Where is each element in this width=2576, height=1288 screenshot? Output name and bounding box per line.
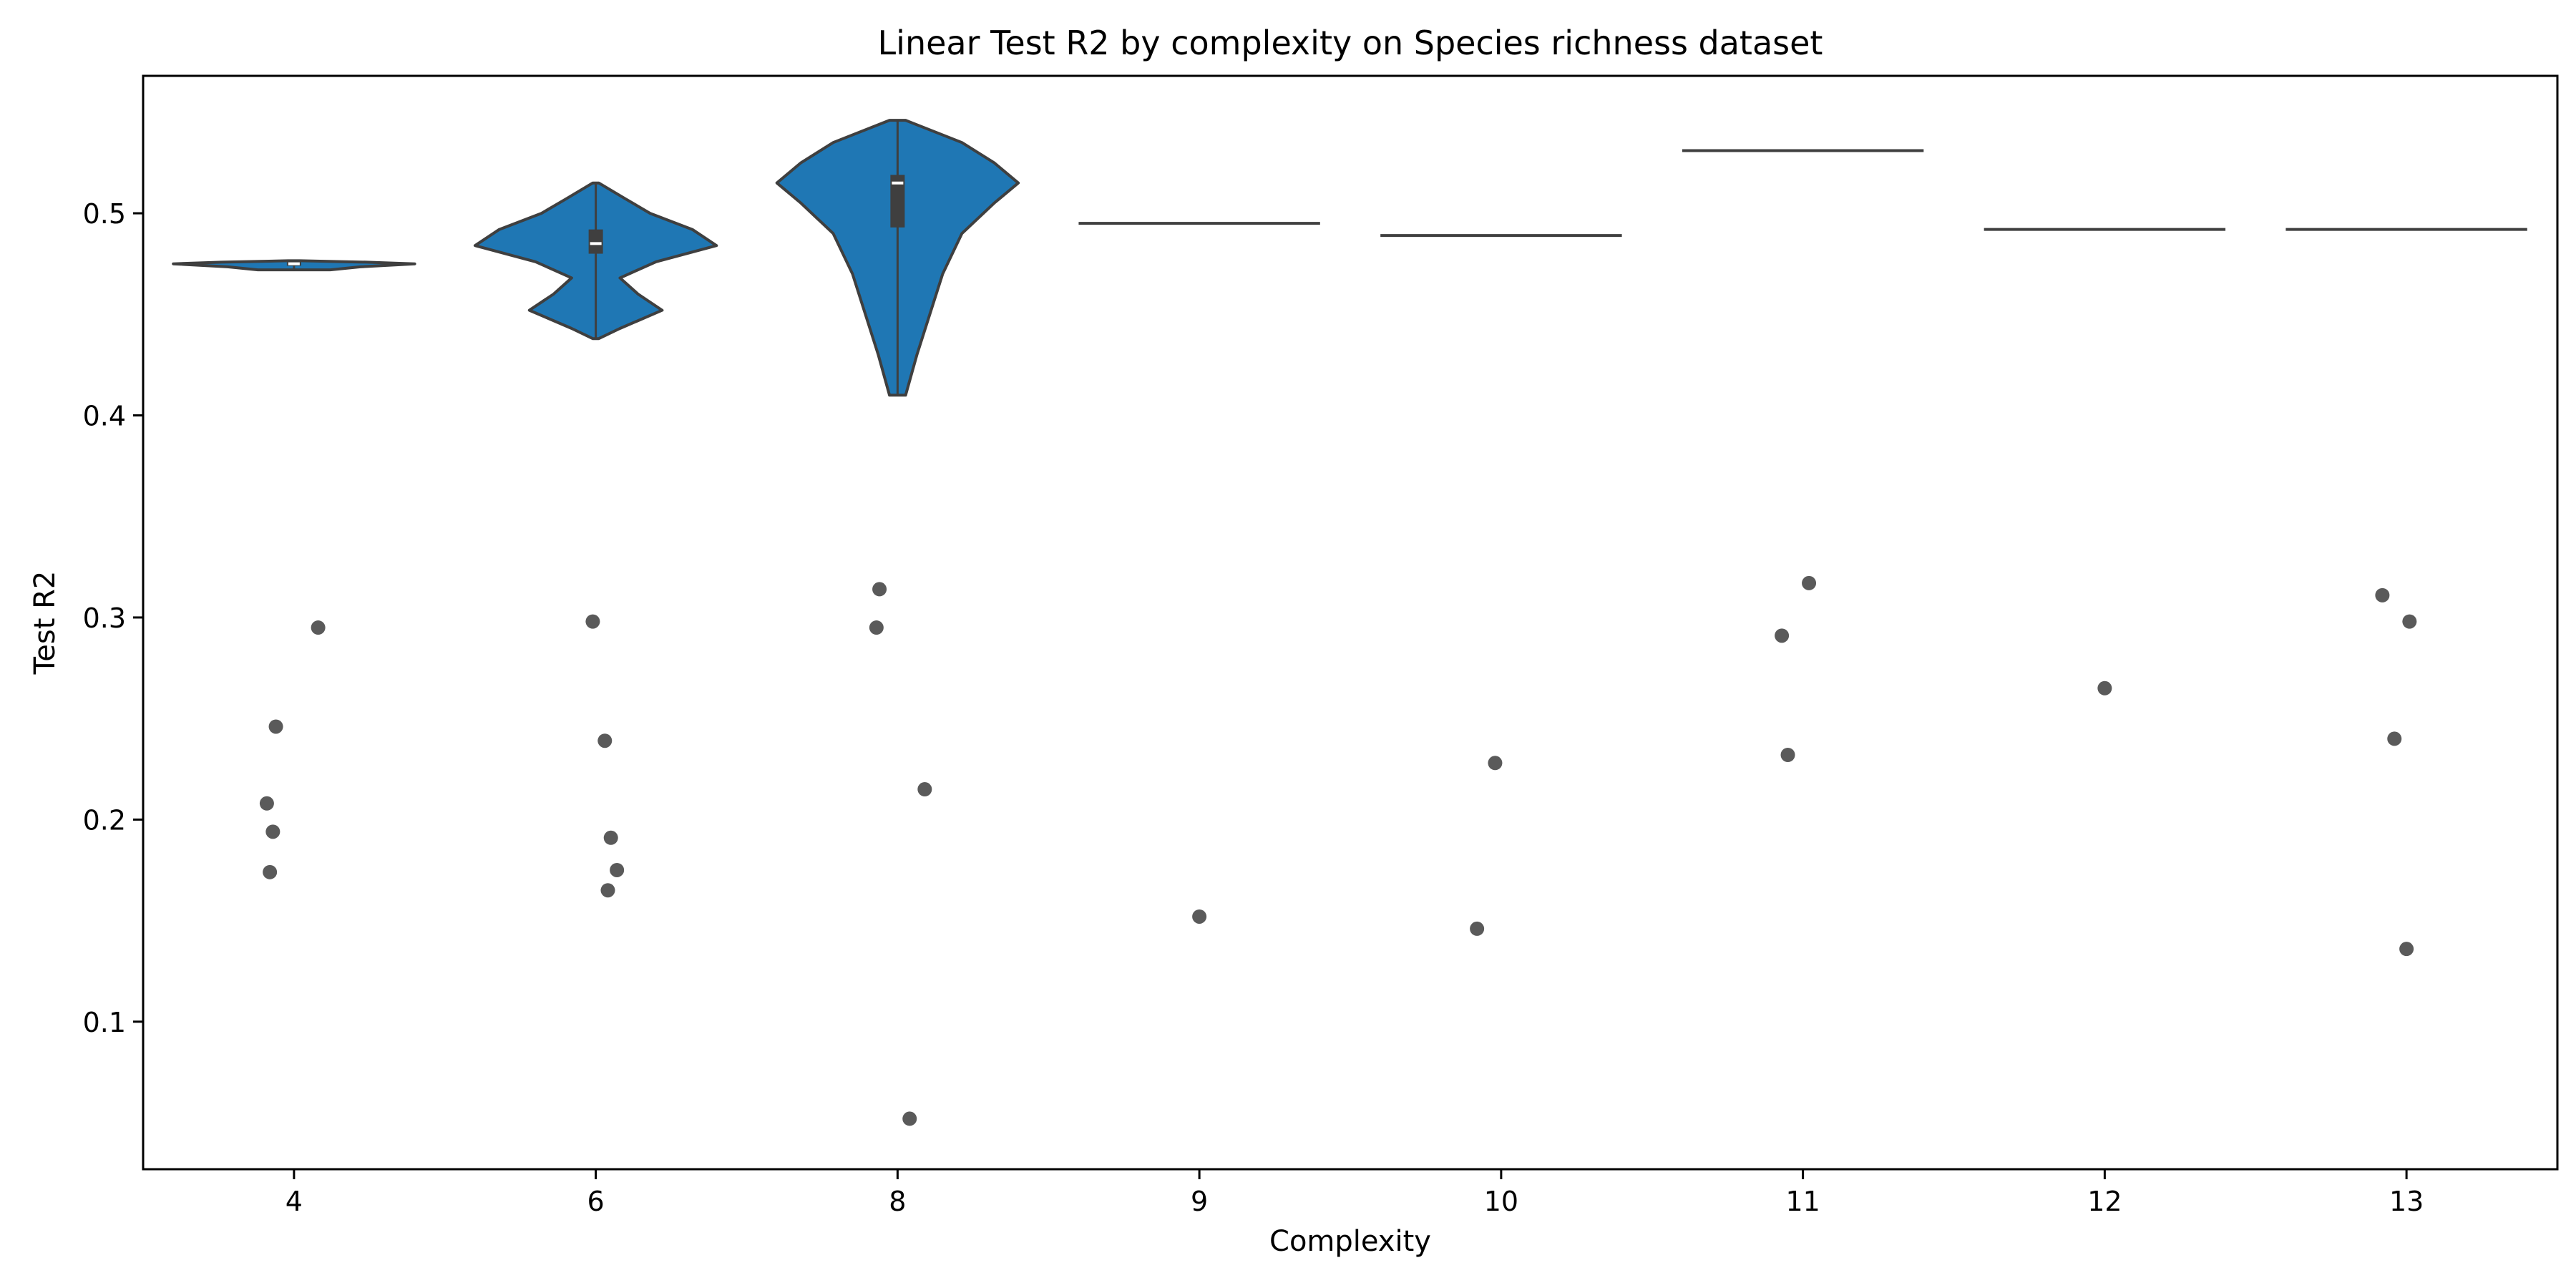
x-axis: 4 6 8 9 10 11 12 13 [286,1169,2424,1217]
y-axis-label: Test R2 [29,571,62,675]
x-tick-label-5: 11 [1785,1186,1820,1217]
y-tick-label-0: 0.1 [83,1007,126,1038]
data-point-6-0 [585,614,600,629]
data-point-9-0 [1192,909,1207,924]
data-point-6-3 [610,862,625,877]
data-point-4-2 [259,796,274,811]
data-point-6-2 [603,830,618,845]
data-point-13-2 [2387,731,2402,746]
data-point-6-4 [600,883,615,898]
data-point-8-0 [872,582,887,597]
plot-frame [142,74,2559,1171]
data-point-6-1 [597,733,613,748]
data-point-12-0 [2097,680,2112,696]
x-axis-label: Complexity [1269,1225,1431,1258]
x-tick-label-4: 10 [1484,1186,1518,1217]
data-point-10-0 [1488,756,1503,771]
data-point-4-1 [268,719,283,734]
data-point-4-3 [265,824,280,839]
y-tick-label-3: 0.4 [83,400,126,431]
x-tick-label-7: 13 [2389,1186,2424,1217]
y-tick-label-4: 0.5 [83,198,126,230]
x-tick-label-2: 8 [889,1186,906,1217]
y-tick-label-2: 0.3 [83,602,126,634]
data-point-4-4 [263,864,278,879]
data-point-8-2 [917,782,932,797]
y-axis: 0.1 0.2 0.3 0.4 0.5 [83,198,143,1038]
x-tick-label-0: 4 [286,1186,303,1217]
chart-title: Linear Test R2 by complexity on Species … [878,24,1823,62]
violin-iqr-box-6 [588,229,603,254]
x-tick-label-6: 12 [2087,1186,2122,1217]
data-point-8-1 [869,620,884,635]
data-point-8-3 [902,1111,917,1126]
data-point-11-0 [1802,575,1817,590]
data-point-13-3 [2399,942,2414,957]
data-point-13-1 [2402,614,2417,629]
data-point-13-0 [2375,587,2390,602]
x-tick-label-3: 9 [1191,1186,1208,1217]
data-point-11-1 [1775,628,1790,643]
data-point-10-1 [1470,921,1485,936]
plot-area [172,119,2527,1126]
violin-iqr-box-8 [890,175,905,228]
data-point-4-0 [311,620,326,635]
data-point-11-2 [1780,747,1795,762]
y-tick-label-1: 0.2 [83,804,126,836]
x-tick-label-1: 6 [587,1186,605,1217]
